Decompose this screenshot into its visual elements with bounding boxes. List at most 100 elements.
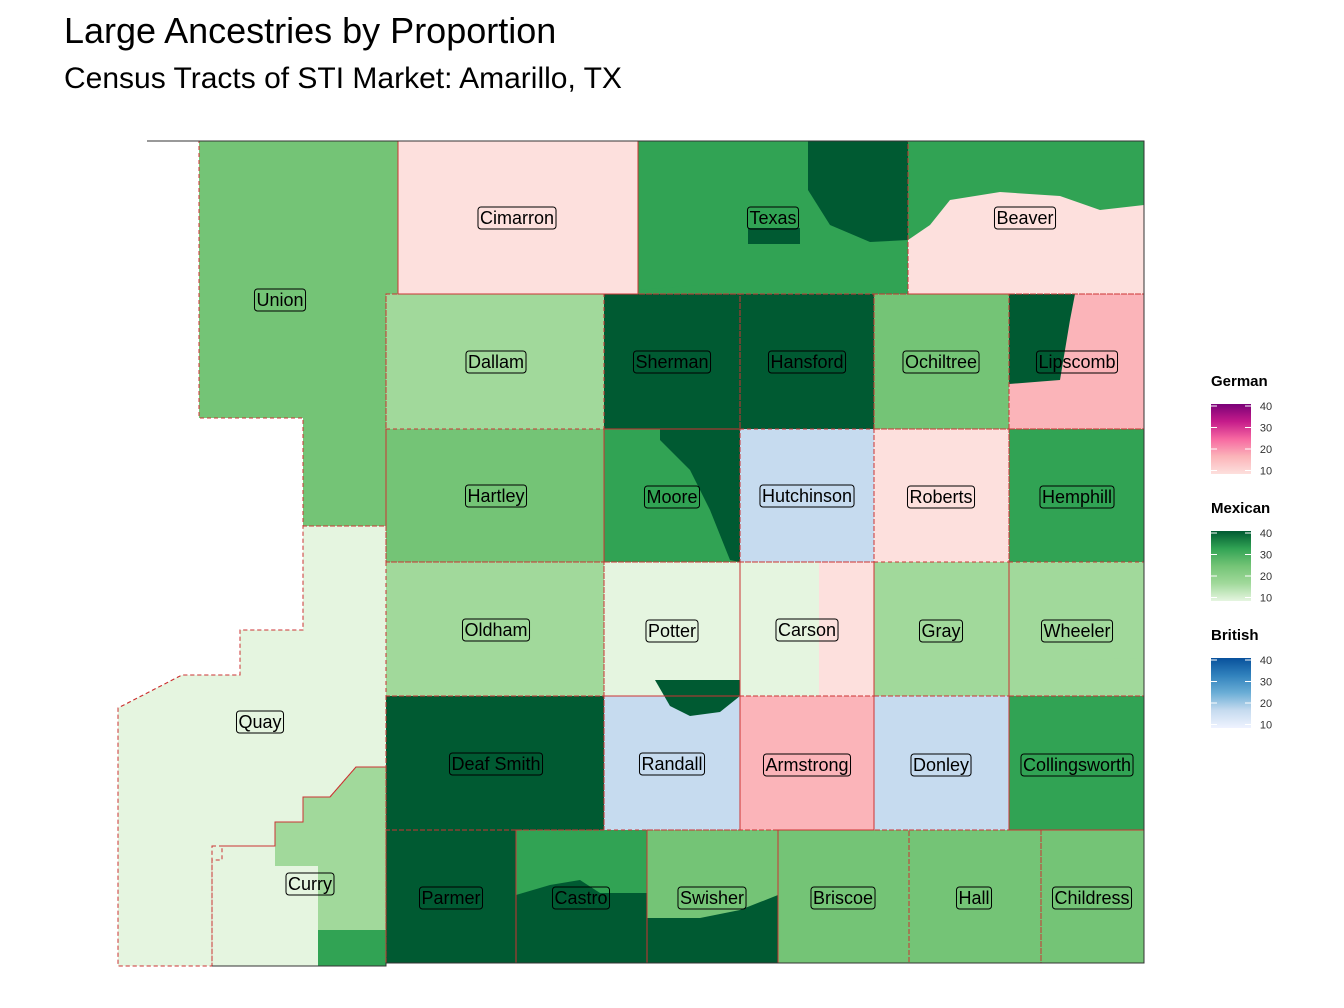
county-label-box [767, 350, 847, 374]
county-label: Roberts [906, 485, 976, 509]
legend-title: German [1211, 373, 1268, 390]
legend-tick-label: 20 [1260, 698, 1272, 710]
tract-texas-tract-west [638, 141, 740, 290]
county-label-text: Gray [921, 621, 960, 641]
tract-carson-tract-east [819, 562, 874, 696]
county-label-box [902, 350, 980, 374]
county-label-text: Carson [778, 620, 836, 640]
county-labels: Union Quay Curry Cimarron Texas Beaver Dallam S… [235, 206, 1134, 910]
county-label-box [464, 484, 528, 508]
county-label-text: Armstrong [765, 755, 848, 775]
legend-tick-label: 30 [1260, 423, 1272, 435]
county-label-box [1039, 485, 1115, 509]
tract-beaver-tract-north [908, 141, 1144, 240]
county-outline [515, 829, 648, 964]
county-label: Swisher [677, 886, 747, 910]
legend-tick-label: 10 [1260, 720, 1272, 732]
county-label-text: Oldham [464, 620, 527, 640]
county-label: Oldham [461, 618, 531, 642]
county-label-box [448, 752, 544, 776]
county-label-box [1040, 619, 1114, 643]
county-label-text: Hartley [467, 486, 524, 506]
tract-amarillo-tract-north [655, 680, 740, 716]
county-label-box [906, 485, 976, 509]
county-label: Moore [643, 485, 701, 509]
county-label-box [235, 710, 285, 734]
county-label-box [551, 886, 611, 910]
county-label-box [465, 350, 527, 374]
county-label: Armstrong [762, 753, 852, 777]
county-label-box [759, 484, 855, 508]
county-label-text: Briscoe [813, 888, 873, 908]
county-label: Hall [955, 886, 993, 910]
legend-tick-label: 40 [1260, 655, 1272, 667]
county-label: Hutchinson [759, 484, 855, 508]
county-label: Texas [746, 206, 800, 230]
county-label-box [1051, 886, 1133, 910]
county-label-box [762, 753, 852, 777]
market-outline [147, 140, 1145, 967]
county-label-text: Ochiltree [905, 352, 977, 372]
county-label-box [632, 350, 712, 374]
county-label-text: Swisher [680, 888, 744, 908]
county-label: Dallam [465, 350, 527, 374]
county-label: Donley [910, 753, 972, 777]
county-label-text: Hall [958, 888, 989, 908]
tract-lipscomb-tract-west [1009, 294, 1075, 384]
county-label-box [993, 206, 1057, 230]
county-outline [117, 525, 387, 967]
county-label-box [677, 886, 747, 910]
county-label: Union [253, 288, 307, 312]
county-label: Quay [235, 710, 285, 734]
tract-swisher-tract-south [647, 895, 778, 963]
county-label: Hansford [767, 350, 847, 374]
county-label-box [810, 886, 876, 910]
county-label-box [645, 619, 699, 643]
tract-curry-tract-clovis [318, 930, 386, 966]
county-label-box [918, 619, 964, 643]
county-label-text: Lipscomb [1038, 352, 1115, 372]
county-label: Curry [285, 872, 335, 896]
county-label: Beaver [993, 206, 1057, 230]
tract-curry-tract-north [275, 767, 386, 930]
county-outline [646, 829, 779, 964]
county-outline [777, 829, 910, 964]
county-label-box [285, 872, 335, 896]
county-label: Sherman [632, 350, 712, 374]
legend-tick-label: 30 [1260, 550, 1272, 562]
county-label-text: Castro [554, 888, 607, 908]
county-label: Collingsworth [1020, 753, 1134, 777]
county-label-box [746, 206, 800, 230]
legend-tick-label: 20 [1260, 444, 1272, 456]
county-label-text: Childress [1054, 888, 1129, 908]
legend-tick-label: 40 [1260, 401, 1272, 413]
county-outline [739, 695, 875, 831]
legend-tick-label: 30 [1260, 677, 1272, 689]
legend-title: British [1211, 627, 1259, 644]
county-outline [147, 140, 399, 527]
county-label-text: Collingsworth [1023, 755, 1131, 775]
county-outline [908, 829, 1042, 964]
county-label-text: Curry [288, 874, 332, 894]
county-label-box [253, 288, 307, 312]
county-label-text: Deaf Smith [451, 754, 540, 774]
county-label-text: Parmer [421, 888, 480, 908]
county-label-text: Quay [238, 712, 281, 732]
legend-tick-label: 10 [1260, 466, 1272, 478]
county-label-text: Cimarron [480, 208, 554, 228]
county-label-box [910, 753, 972, 777]
county-label-text: Dallam [468, 352, 524, 372]
county-label-box [461, 618, 531, 642]
legend-title: Mexican [1211, 500, 1270, 517]
county-regions [117, 140, 1145, 967]
county-label-text: Wheeler [1043, 621, 1110, 641]
legend-colorbar [1211, 658, 1251, 728]
legend-tick-label: 40 [1260, 528, 1272, 540]
tract-randall-tract-south [604, 696, 740, 830]
legend-colorbar [1211, 404, 1251, 474]
county-label: Castro [551, 886, 611, 910]
county-label-text: Texas [749, 208, 796, 228]
tract-moore-tract-dumas [660, 429, 740, 562]
county-outline [603, 293, 741, 430]
